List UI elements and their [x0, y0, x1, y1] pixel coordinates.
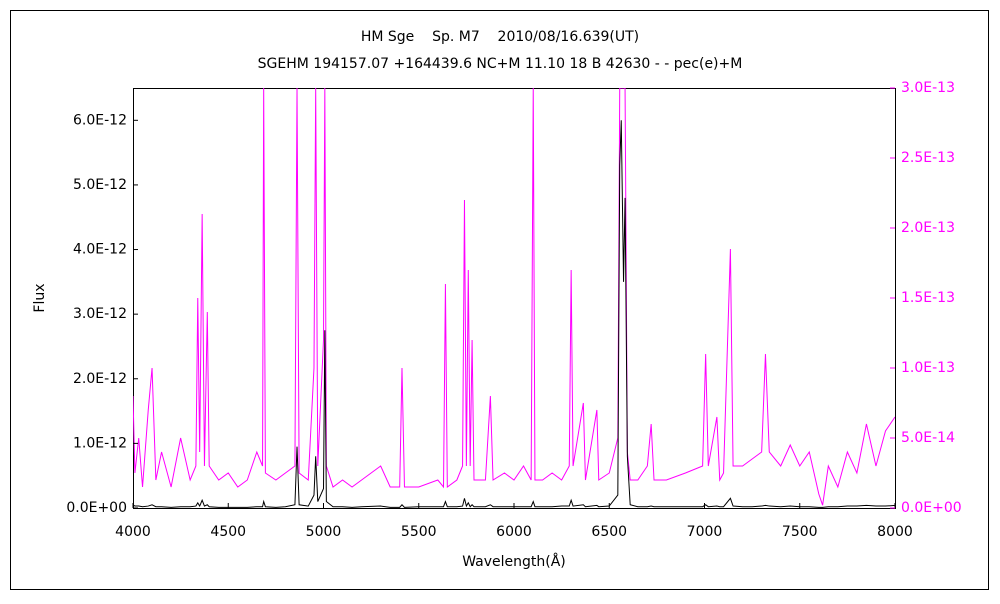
- x-tick-label: 6000: [496, 524, 532, 540]
- x-tick-label: 8000: [877, 524, 913, 540]
- y2-tick-label: 5.0E-14: [901, 430, 955, 446]
- y2-tick-label: 1.5E-13: [901, 290, 955, 306]
- plot-lines: [133, 88, 895, 508]
- y-tick-label: 3.0E-12: [73, 306, 127, 322]
- y-tick-label: 2.0E-12: [73, 371, 127, 387]
- spectrum-line: [133, 88, 895, 506]
- plot-area: [133, 88, 896, 509]
- y-tick-label: 5.0E-12: [73, 177, 127, 193]
- x-tick-label: 4500: [210, 524, 246, 540]
- spectrum-line: [133, 120, 895, 508]
- chart-subtitle: SGEHM 194157.07 +164439.6 NC+M 11.10 18 …: [258, 56, 743, 72]
- y2-tick-label: 2.0E-13: [901, 220, 955, 236]
- y-tick-label: 1.0E-12: [73, 435, 127, 451]
- x-axis-label: Wavelength(Å): [462, 553, 566, 570]
- y2-tick-label: 1.0E-13: [901, 360, 955, 376]
- y-tick-label: 0.0E+00: [66, 500, 127, 516]
- chart-frame: [10, 10, 989, 590]
- y-axis-label: Flux: [32, 283, 48, 312]
- y-tick-label: 6.0E-12: [73, 112, 127, 128]
- chart-title: HM Sge Sp. M7 2010/08/16.639(UT): [361, 29, 639, 45]
- y2-tick-label: 2.5E-13: [901, 150, 955, 166]
- x-tick-label: 7500: [782, 524, 818, 540]
- x-tick-label: 5000: [306, 524, 342, 540]
- x-tick-label: 4000: [115, 524, 151, 540]
- y2-tick-label: 3.0E-13: [901, 80, 955, 96]
- x-tick-label: 7000: [687, 524, 723, 540]
- y2-tick-label: 0.0E+00: [901, 500, 962, 516]
- x-tick-label: 6500: [591, 524, 627, 540]
- y-tick-label: 4.0E-12: [73, 242, 127, 258]
- x-tick-label: 5500: [401, 524, 437, 540]
